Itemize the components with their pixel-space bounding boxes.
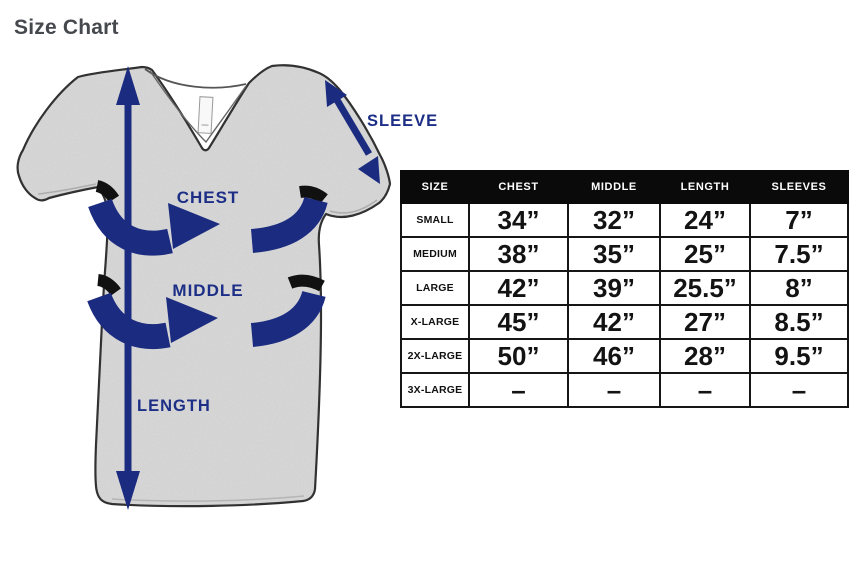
measurement-cell: 8” — [749, 270, 849, 306]
measurement-cell: 35” — [567, 236, 661, 272]
measurement-cell: 39” — [567, 270, 661, 306]
column-header: MIDDLE — [567, 170, 661, 204]
sleeve-arrow — [325, 80, 380, 184]
measurement-cell: 7.5” — [749, 236, 849, 272]
middle-band-back-right — [287, 274, 325, 292]
page-title: Size Chart — [14, 16, 119, 39]
collar-band-line — [149, 70, 247, 144]
column-header: LENGTH — [659, 170, 751, 204]
column-header: SLEEVES — [749, 170, 849, 204]
table-row: 3X-LARGE – – – – — [400, 372, 849, 408]
measurement-cell: – — [468, 372, 569, 408]
collar-back-line — [144, 68, 247, 89]
right-sleeve-hem — [329, 199, 378, 214]
table-row: SMALL 34” 32” 24” 7” — [400, 202, 849, 238]
length-arrow — [116, 66, 140, 510]
column-header: SIZE — [400, 170, 470, 204]
sleeve-label: SLEEVE — [367, 112, 438, 130]
chest-label: CHEST — [177, 188, 240, 207]
table-row: X-LARGE 45” 42” 27” 8.5” — [400, 304, 849, 340]
measurement-cell: 8.5” — [749, 304, 849, 340]
chest-band-front — [88, 198, 173, 256]
size-label-cell: 2X-LARGE — [400, 338, 470, 374]
measurement-cell: 38” — [468, 236, 569, 272]
length-label: LENGTH — [137, 397, 211, 415]
table-row: 2X-LARGE 50” 46” 28” 9.5” — [400, 338, 849, 374]
measurement-cell: 50” — [468, 338, 569, 374]
middle-band-rear — [250, 290, 326, 347]
measurement-cell: 42” — [468, 270, 569, 306]
size-chart-table: SIZE CHEST MIDDLE LENGTH SLEEVES SMALL 34” 32”… — [400, 170, 849, 408]
measurement-cell: 46” — [567, 338, 661, 374]
middle-band-front — [87, 292, 171, 350]
measurement-cell: 28” — [659, 338, 751, 374]
measurement-cell: 7” — [749, 202, 849, 238]
table-header-row: SIZE CHEST MIDDLE LENGTH SLEEVES — [400, 170, 849, 204]
chest-arrowhead — [168, 203, 220, 249]
table-row: MEDIUM 38” 35” 25” 7.5” — [400, 236, 849, 272]
chest-band-back-left — [95, 180, 120, 203]
measurement-cell: 9.5” — [749, 338, 849, 374]
table-row: LARGE 42” 39” 25.5” 8” — [400, 270, 849, 306]
tshirt-illustration: CHEST MIDDLE LENGTH SLEEVE — [16, 64, 438, 510]
tshirt-measurement-diagram: CHEST MIDDLE LENGTH SLEEVE — [10, 55, 440, 555]
measurement-cell: 45” — [468, 304, 569, 340]
measurement-cell: – — [659, 372, 751, 408]
size-label-cell: X-LARGE — [400, 304, 470, 340]
measurement-cell: – — [567, 372, 661, 408]
chest-band-rear — [250, 196, 328, 253]
measurement-cell: 34” — [468, 202, 569, 238]
measurement-cell: – — [749, 372, 849, 408]
column-header: CHEST — [468, 170, 569, 204]
middle-band-back-left — [97, 274, 121, 296]
measurement-cell: 25” — [659, 236, 751, 272]
left-sleeve-hem — [37, 183, 97, 195]
measurement-cell: 25.5” — [659, 270, 751, 306]
measurement-cell: 42” — [567, 304, 661, 340]
size-label-cell: 3X-LARGE — [400, 372, 470, 408]
size-label-cell: LARGE — [400, 270, 470, 306]
size-label-cell: MEDIUM — [400, 236, 470, 272]
measurement-cell: 24” — [659, 202, 751, 238]
size-label-cell: SMALL — [400, 202, 470, 238]
bottom-hem — [111, 495, 305, 502]
middle-arrowhead — [166, 297, 218, 343]
table-header: SIZE CHEST MIDDLE LENGTH SLEEVES — [400, 170, 849, 204]
neck-tag — [197, 96, 214, 134]
chest-band-back-right — [299, 185, 328, 204]
table-body: SMALL 34” 32” 24” 7” MEDIUM 38” 35” 25” 7.5” LARGE… — [400, 202, 849, 408]
measurement-cell: 32” — [567, 202, 661, 238]
measurement-cell: 27” — [659, 304, 751, 340]
middle-label: MIDDLE — [172, 281, 243, 300]
heather-texture — [17, 65, 391, 507]
